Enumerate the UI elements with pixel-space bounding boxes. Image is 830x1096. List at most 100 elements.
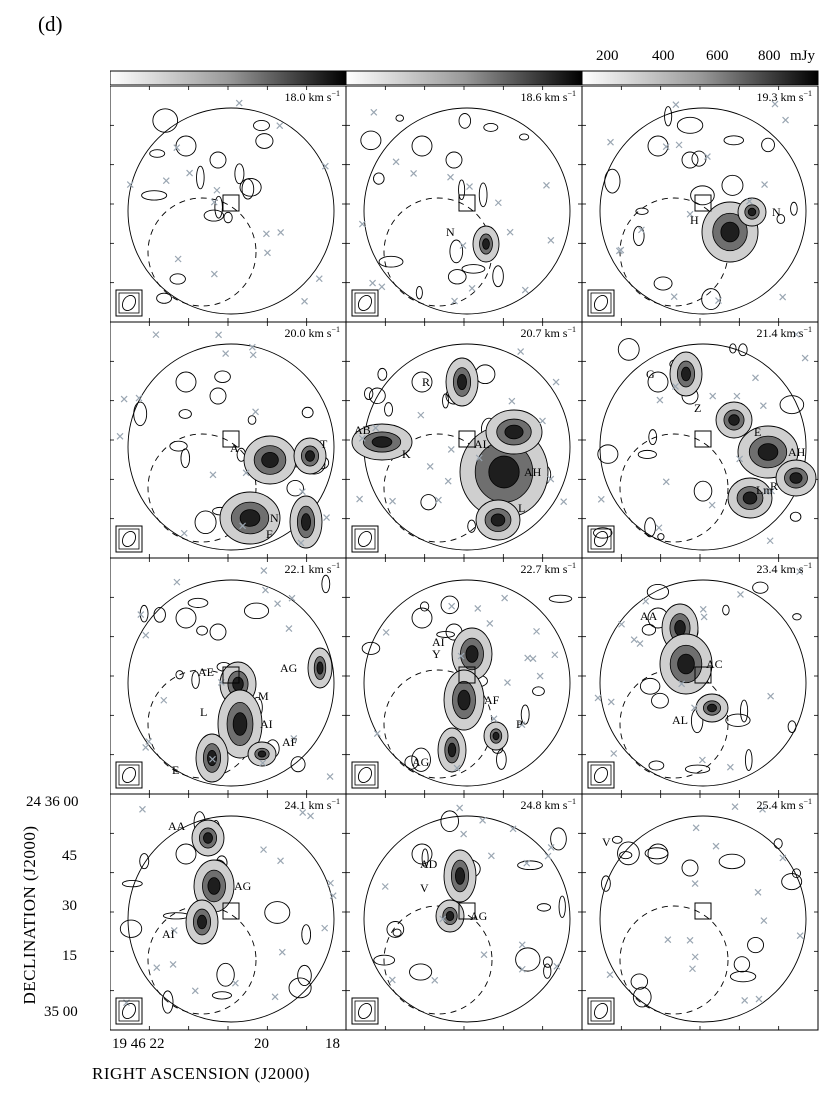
noise-contour <box>519 133 530 141</box>
source-marker <box>252 408 259 416</box>
x-tick: 20 <box>254 1036 269 1052</box>
source-marker <box>712 842 720 850</box>
source-marker <box>460 830 468 838</box>
source-marker <box>209 755 216 763</box>
source-marker <box>139 805 146 813</box>
emission-peak <box>316 661 324 675</box>
y-axis-label: DECLINATION (J2000) <box>20 825 39 1005</box>
noise-contour <box>644 517 656 538</box>
emission-peak <box>447 742 457 758</box>
primary-beam-circle <box>363 107 571 315</box>
source-marker <box>726 763 734 771</box>
emission-peak <box>757 443 779 461</box>
source-marker <box>315 275 323 283</box>
primary-beam-circle <box>127 107 335 315</box>
panel-frame <box>110 793 347 1031</box>
source-marker <box>691 704 698 712</box>
source-marker <box>703 153 711 161</box>
source-label: AG <box>412 755 430 769</box>
y-tick: 45 <box>62 848 77 864</box>
noise-contour <box>368 387 386 405</box>
source-label: F <box>266 527 273 541</box>
source-marker <box>448 602 456 610</box>
source-marker <box>486 620 494 627</box>
emission-peak <box>728 414 740 426</box>
noise-contour <box>722 604 730 616</box>
source-marker <box>547 475 555 483</box>
noise-contour <box>458 179 466 201</box>
noise-contour <box>664 106 673 127</box>
source-marker <box>444 477 452 485</box>
emission-peak <box>457 689 471 711</box>
source-marker <box>479 816 487 824</box>
noise-contour <box>216 962 235 987</box>
noise-contour <box>619 851 633 860</box>
source-marker <box>242 469 250 477</box>
noise-contour <box>297 964 312 986</box>
source-label: AL <box>672 713 688 727</box>
emission-peak <box>490 513 506 527</box>
noise-contour <box>648 760 665 771</box>
source-marker <box>692 824 700 832</box>
beam-ellipse <box>593 531 609 547</box>
source-marker <box>262 586 269 594</box>
source-marker <box>656 396 664 404</box>
source-marker <box>536 672 544 680</box>
colorbar-unit: mJy <box>790 48 816 64</box>
source-marker <box>771 100 779 108</box>
source-label: AG <box>234 879 252 893</box>
noise-contour <box>461 264 486 274</box>
source-marker <box>298 488 306 496</box>
source-marker <box>466 183 473 190</box>
source-label: AA <box>640 609 658 623</box>
velocity-label: 24.8 km s−1 <box>520 797 576 812</box>
source-marker <box>597 495 605 503</box>
source-label: AA <box>168 819 186 833</box>
noise-contour <box>321 574 331 594</box>
colorbar-strip-1 <box>110 70 347 86</box>
source-marker <box>523 859 531 867</box>
source-marker <box>453 764 461 772</box>
source-marker <box>260 846 267 854</box>
noise-contour <box>214 195 223 219</box>
source-marker <box>468 284 476 292</box>
source-marker <box>169 961 177 968</box>
source-label: AG <box>280 661 298 675</box>
source-marker <box>120 395 128 403</box>
noise-contour <box>752 581 769 594</box>
noise-contour <box>447 269 467 285</box>
noise-contour <box>449 239 464 264</box>
source-marker <box>329 892 337 900</box>
beam-ellipse <box>121 531 137 547</box>
y-tick: 15 <box>62 948 77 964</box>
dashed-circle <box>619 905 729 1015</box>
center-square <box>694 430 712 448</box>
channel-panel-7: 22.1 km s−1 AE AI E AF AG M L <box>110 557 347 795</box>
center-square <box>222 194 240 212</box>
noise-contour <box>139 853 150 870</box>
source-marker <box>327 879 334 887</box>
noise-contour <box>203 209 225 222</box>
noise-contour <box>651 692 669 709</box>
noise-contour <box>676 116 704 134</box>
source-marker <box>518 721 526 729</box>
noise-contour <box>558 895 566 918</box>
source-marker <box>137 611 145 619</box>
source-marker <box>700 613 708 621</box>
noise-contour <box>152 108 179 133</box>
source-marker <box>487 852 495 860</box>
colorbar-tick: 400 <box>652 48 675 64</box>
source-marker <box>508 397 516 405</box>
source-marker <box>672 383 679 390</box>
source-marker <box>518 965 526 973</box>
beam-box <box>115 997 143 1025</box>
noise-contour <box>211 991 232 1000</box>
noise-contour <box>161 990 174 1014</box>
emission-peak <box>371 436 393 448</box>
source-marker <box>301 297 308 305</box>
source-marker <box>392 158 400 166</box>
noise-contour <box>286 480 304 497</box>
center-square <box>458 430 476 448</box>
source-marker <box>754 888 762 896</box>
emission-peak <box>482 238 490 250</box>
